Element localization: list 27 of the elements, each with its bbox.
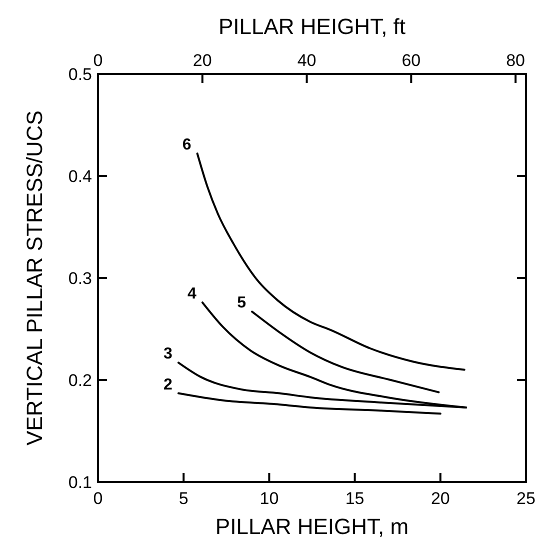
- x2-tick-label: 40: [297, 51, 316, 70]
- line-series: [196, 152, 466, 371]
- x2-tick-label: 60: [402, 51, 421, 70]
- y-axis-title: VERTICAL PILLAR STRESS/UCS: [22, 110, 47, 446]
- x-tick-label: 15: [345, 489, 364, 508]
- x-tick-label: 25: [516, 489, 536, 508]
- y-tick-label: 0.3: [68, 269, 92, 288]
- x-axis-title: PILLAR HEIGHT, m: [215, 514, 409, 539]
- y-tick-label: 0.4: [68, 167, 92, 186]
- x-tick-label: 5: [178, 489, 188, 508]
- x-tick-label: 10: [260, 489, 279, 508]
- series-label: 6: [182, 136, 192, 154]
- y-tick-label: 0.1: [68, 473, 92, 492]
- series-label: 5: [237, 294, 246, 312]
- x2-axis-title: PILLAR HEIGHT, ft: [218, 14, 406, 39]
- y-tick-label: 0.5: [68, 65, 92, 84]
- x-tick-label: 0: [93, 489, 103, 508]
- line-series: [177, 392, 442, 415]
- y-tick-label: 0.2: [68, 371, 92, 390]
- x2-tick-label: 0: [93, 51, 103, 70]
- x-tick-label: 20: [430, 489, 450, 508]
- series-label: 2: [164, 376, 173, 394]
- series-label: 3: [164, 346, 173, 363]
- x2-tick-label: 80: [506, 51, 526, 70]
- series-label: 4: [188, 285, 197, 302]
- line-series: [251, 310, 440, 394]
- x2-tick-label: 20: [192, 51, 212, 70]
